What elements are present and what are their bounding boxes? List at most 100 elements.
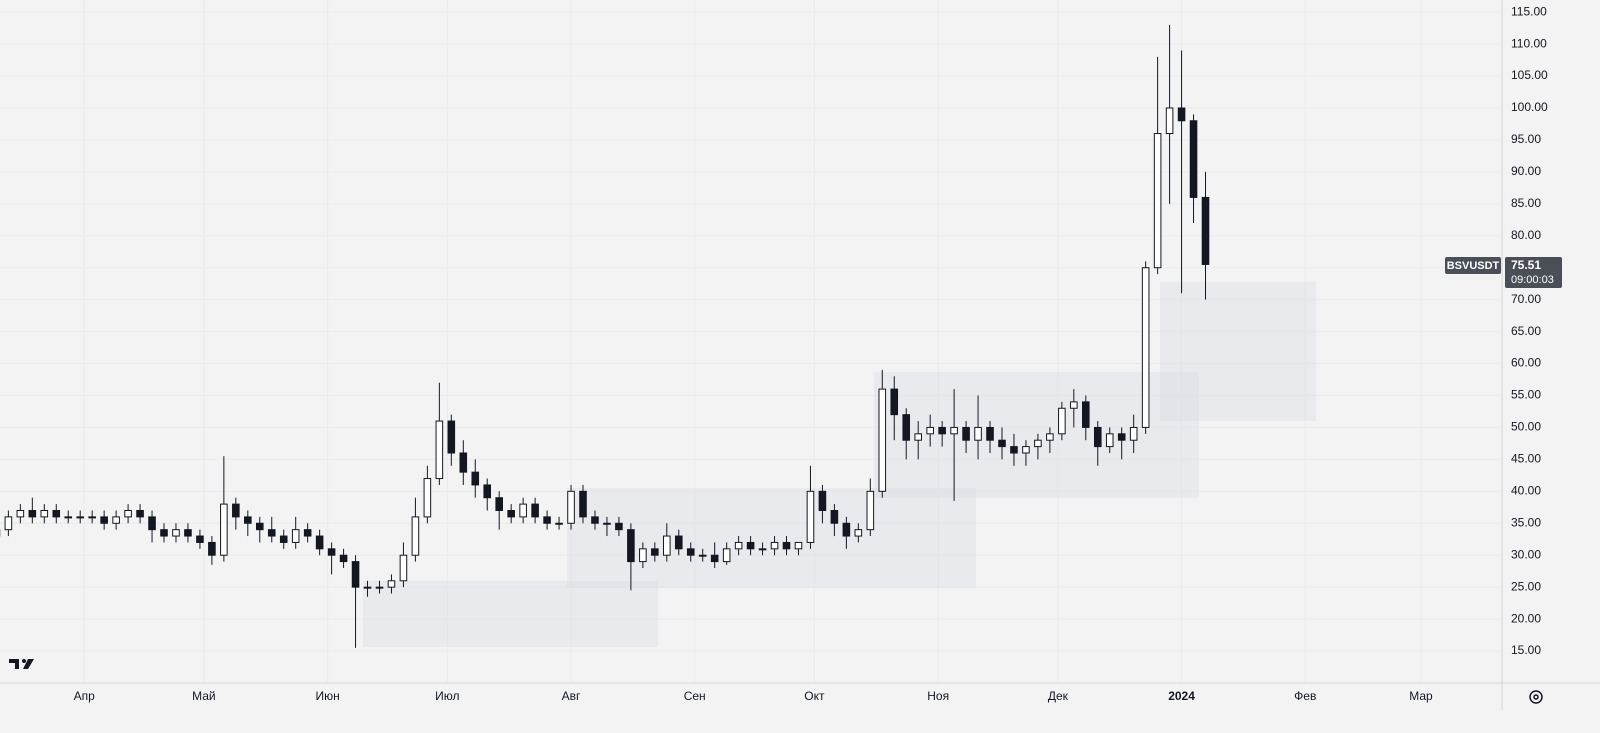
y-tick-label: 20.00 [1511,611,1541,625]
candle-body [1010,446,1018,454]
candle-body [124,509,132,518]
logo-mark [23,659,34,669]
y-tick-label: 105.00 [1511,68,1548,82]
candle-body [998,439,1006,448]
y-tick-label: 40.00 [1511,483,1541,497]
candle-body [794,541,803,550]
candle-body [674,535,683,550]
x-tick-label: Окт [804,689,825,703]
candle-body [423,478,432,518]
axes: 15.00 20.00 25.00 30.00 35.00 40.00 45.00 50.00… [74,4,1548,703]
y-tick-label: 35.00 [1511,515,1541,529]
candle-body [1093,426,1102,448]
candle-body [267,529,276,537]
candle-body [40,509,49,518]
candle-body [112,516,120,524]
x-tick-label: Мар [1409,689,1433,703]
candle-body [543,516,551,524]
candle-body [986,426,994,441]
x-tick-label: Апр [74,689,96,703]
candle-body [746,541,755,550]
candle-body [76,516,84,519]
candle-body [866,490,875,531]
y-tick-label: 90.00 [1511,164,1541,178]
y-tick-label: 70.00 [1511,292,1541,306]
y-tick-label: 115.00 [1511,4,1547,18]
candle-body [4,516,13,531]
y-tick-label: 55.00 [1511,388,1541,402]
candle-body [351,561,360,588]
candle-body [1117,433,1126,441]
y-tick-label: 100.00 [1511,100,1548,114]
gear-icon[interactable] [1529,690,1543,704]
candle-body [722,548,731,563]
candle-body [842,522,851,537]
candle-body [1034,439,1042,448]
candle-body [100,516,108,524]
candle-body [339,554,348,563]
range-box [363,581,658,647]
candle-body [591,516,599,524]
candle-body [148,516,156,531]
candle-body [1141,267,1150,428]
y-tick-label: 25.00 [1511,579,1541,593]
candle-body [758,548,767,551]
candle-body [950,426,958,435]
candle-body [962,426,970,441]
candle-body [88,516,96,519]
candle-body [52,509,61,518]
candle-body [172,529,180,537]
x-tick-label: Сен [684,689,706,703]
logo [9,659,34,669]
x-tick-label: Май [192,689,216,703]
candle-body [938,426,946,435]
x-tick-label: Дек [1048,689,1069,703]
candle-body [567,490,575,524]
range-box [567,488,976,588]
y-tick-label: 85.00 [1511,196,1541,210]
candle-body [1022,446,1030,454]
candle-body [303,529,312,537]
candle-body [136,509,144,518]
candle-body [854,529,863,537]
settings-button[interactable] [1529,690,1543,704]
candle-body [818,490,827,511]
candle-body [375,586,384,589]
candle-body [1201,196,1210,265]
x-tick-label: 2024 [1168,689,1195,703]
candle-body [734,541,743,550]
candle-body [471,471,480,486]
candle-body [603,522,611,525]
candle-body [974,426,982,441]
gear-center[interactable] [1533,694,1539,700]
y-tick-label: 110.00 [1511,36,1547,50]
candle-body [531,503,539,518]
candle-body [651,548,659,556]
candle-body [902,414,911,441]
price-badge [1505,257,1562,288]
candle-body [639,548,647,563]
y-tick-label: 50.00 [1511,420,1541,434]
candle-body [196,535,204,543]
x-tick-label: Фев [1294,689,1316,703]
candle-body [710,554,719,563]
candle-body [890,388,899,416]
candle-body [627,529,635,563]
candle-body [1129,426,1138,441]
candle-body [160,529,168,537]
x-tick-label: Июн [316,689,340,703]
candle-body [782,541,791,550]
range-box [1160,282,1316,421]
candle-body [279,535,288,543]
candle-body [435,420,444,480]
candle-body [1046,433,1054,441]
grid [0,0,1500,683]
logo-mark [9,659,19,669]
candle-body [16,509,25,518]
candle-body [459,452,468,473]
candle-body [208,541,216,556]
candle-body [698,554,707,557]
x-tick-label: Ноя [927,689,949,703]
candle-body [615,522,623,531]
